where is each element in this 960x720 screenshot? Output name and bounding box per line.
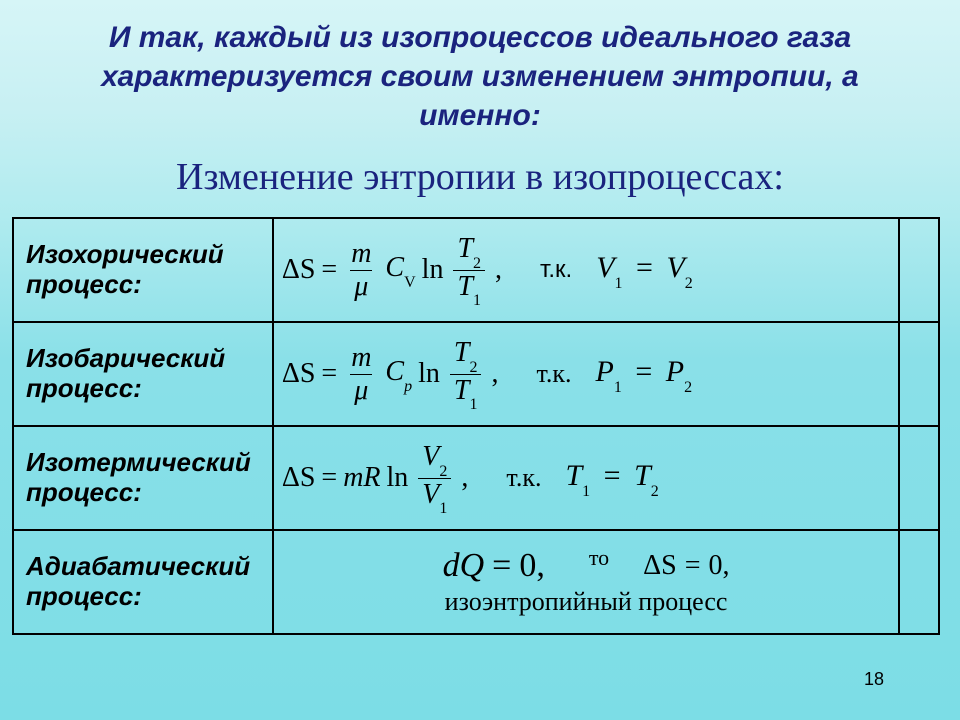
isobaric-label: Изобарический процесс: xyxy=(13,322,273,426)
table-row: Изотермический процесс: ΔS = mR ln V2 V1… xyxy=(13,426,939,530)
page-number: 18 xyxy=(864,669,884,690)
isothermal-condition: T1 = T2 xyxy=(565,459,658,497)
isobaric-condition: P1 = P2 xyxy=(596,355,693,393)
table-row: Изобарический процесс: ΔS = m μ Cp ln T2… xyxy=(13,322,939,426)
slide-header: И так, каждый из изопроцессов идеального… xyxy=(0,0,960,135)
isochoric-formula: ΔS = m μ CV ln T2 T1 , т.к. V1 = V2 xyxy=(273,218,899,322)
entropy-table: Изохорический процесс: ΔS = m μ CV ln T2… xyxy=(12,217,940,635)
isothermal-label: Изотермический процесс: xyxy=(13,426,273,530)
isobaric-formula: ΔS = m μ Cp ln T2 T1 , т.к. P1 = P2 xyxy=(273,322,899,426)
fraction-m-mu: m μ xyxy=(347,240,375,301)
fraction-t: T2 T1 xyxy=(453,235,485,305)
isochoric-condition: V1 = V2 xyxy=(596,251,693,289)
isochoric-label: Изохорический процесс: xyxy=(13,218,273,322)
slide-subheader: Изменение энтропии в изопроцессах: xyxy=(0,135,960,217)
adiabatic-formula: dQ = 0, то ΔS = 0, изоэнтропийный процес… xyxy=(273,530,899,634)
adiabatic-note: изоэнтропийный процесс xyxy=(445,587,728,617)
adiabatic-label: Адиабатический процесс: xyxy=(13,530,273,634)
table-row: Изохорический процесс: ΔS = m μ CV ln T2… xyxy=(13,218,939,322)
isothermal-formula: ΔS = mR ln V2 V1 , т.к. T1 = T2 xyxy=(273,426,899,530)
since-label: т.к. xyxy=(540,256,572,284)
delta-s: ΔS xyxy=(282,254,316,286)
table-row: Адиабатический процесс: dQ = 0, то ΔS = … xyxy=(13,530,939,634)
